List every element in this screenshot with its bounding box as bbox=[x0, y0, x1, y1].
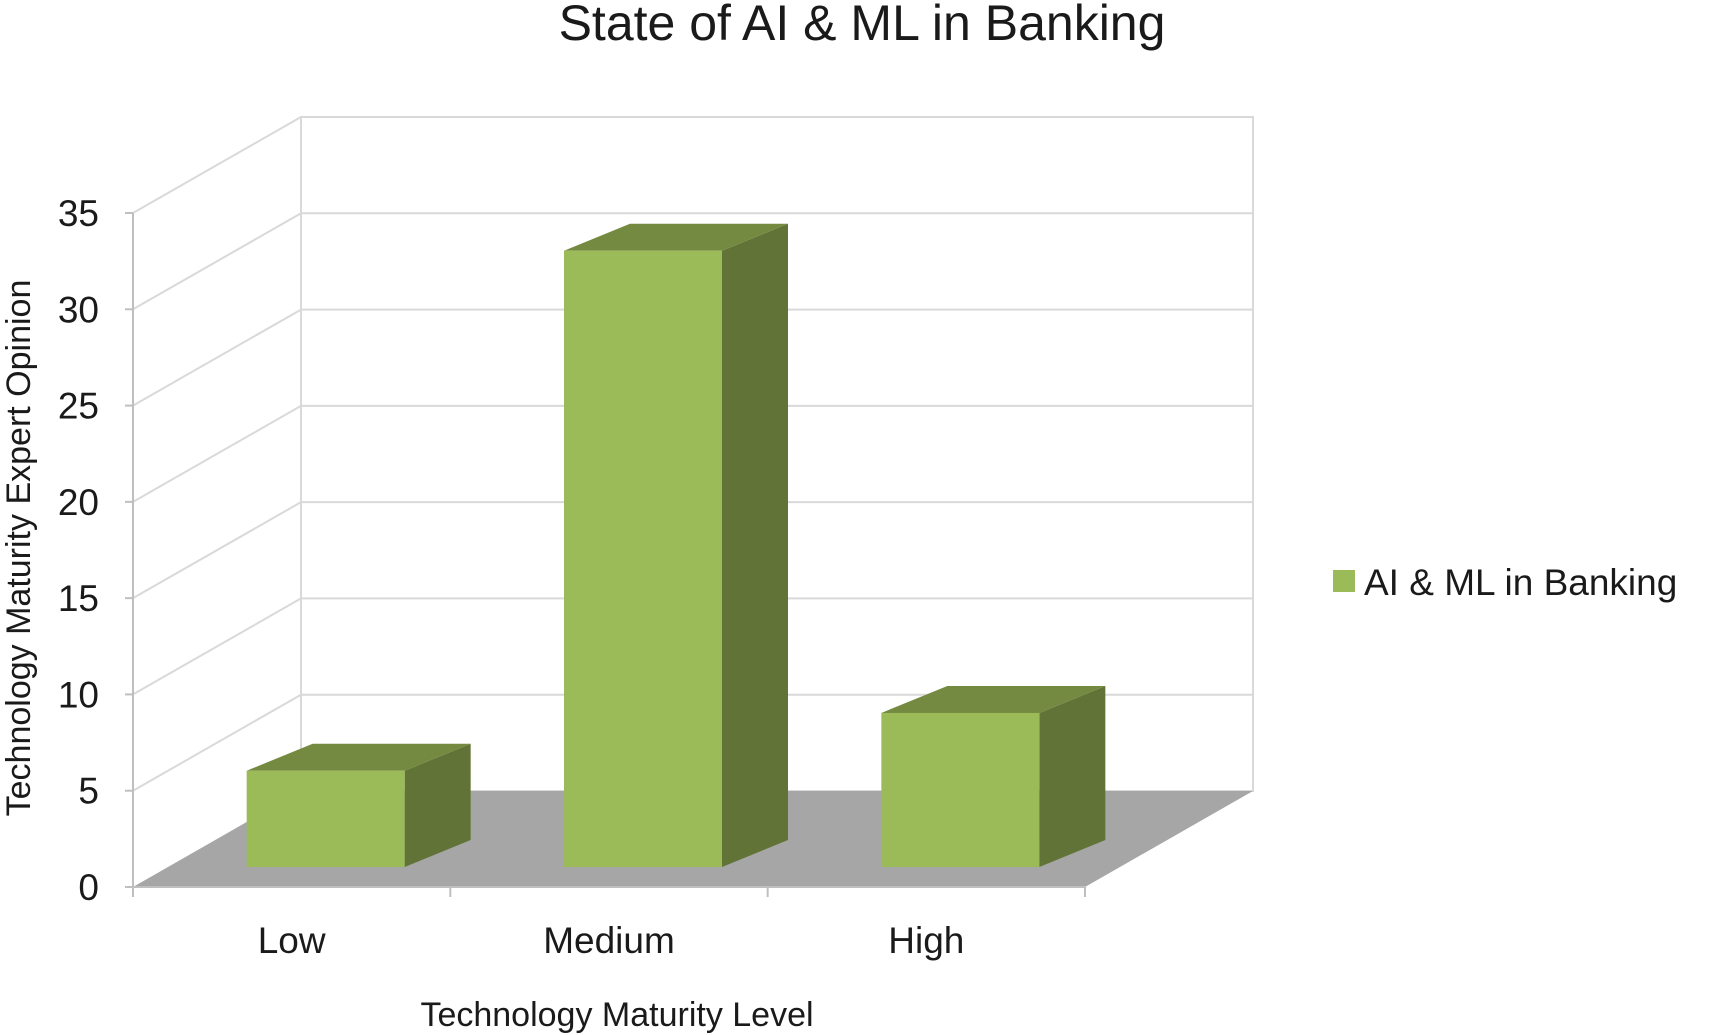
legend-swatch bbox=[1333, 570, 1355, 592]
gridline-side bbox=[132, 212, 302, 311]
y-tick-label: 35 bbox=[58, 193, 99, 234]
x-tick-label: Medium bbox=[543, 920, 675, 961]
bar-medium bbox=[564, 223, 788, 867]
bar-front bbox=[564, 250, 722, 867]
legend: AI & ML in Banking bbox=[1333, 562, 1677, 603]
bar-front bbox=[246, 770, 405, 867]
gridline-side bbox=[132, 308, 302, 407]
bar-low bbox=[246, 743, 471, 867]
gridline-side bbox=[132, 501, 302, 600]
x-axis: Low Medium High bbox=[132, 886, 1086, 961]
y-tick-label: 10 bbox=[58, 674, 99, 715]
y-tick-label: 25 bbox=[58, 386, 99, 427]
bar-front bbox=[881, 712, 1040, 867]
y-axis-title: Technology Maturity Expert Opinion bbox=[0, 280, 38, 817]
x-axis-title: Technology Maturity Level bbox=[420, 996, 813, 1034]
y-tick-label: 0 bbox=[78, 867, 99, 908]
chart-title: State of AI & ML in Banking bbox=[559, 0, 1166, 51]
y-axis: 0 5 10 15 20 25 30 35 bbox=[58, 193, 134, 908]
bars bbox=[246, 223, 1106, 867]
bar-top bbox=[246, 743, 471, 771]
gridline-side bbox=[132, 116, 302, 214]
bar-side bbox=[404, 743, 471, 867]
gridline-side bbox=[132, 597, 302, 696]
y-tick-label: 15 bbox=[58, 578, 99, 619]
gridline-side bbox=[132, 693, 302, 792]
gridline-side bbox=[132, 404, 302, 503]
bar-side bbox=[722, 223, 788, 867]
legend-label: AI & ML in Banking bbox=[1364, 562, 1677, 603]
x-tick-label: High bbox=[888, 920, 964, 961]
y-tick-label: 30 bbox=[58, 289, 99, 330]
y-tick-label: 20 bbox=[58, 482, 99, 523]
bar-top bbox=[564, 223, 788, 251]
x-tick-label: Low bbox=[258, 920, 326, 961]
bar-high bbox=[881, 685, 1106, 867]
bar-side bbox=[1039, 685, 1106, 867]
bar-top bbox=[881, 685, 1106, 713]
y-tick-label: 5 bbox=[78, 771, 99, 812]
